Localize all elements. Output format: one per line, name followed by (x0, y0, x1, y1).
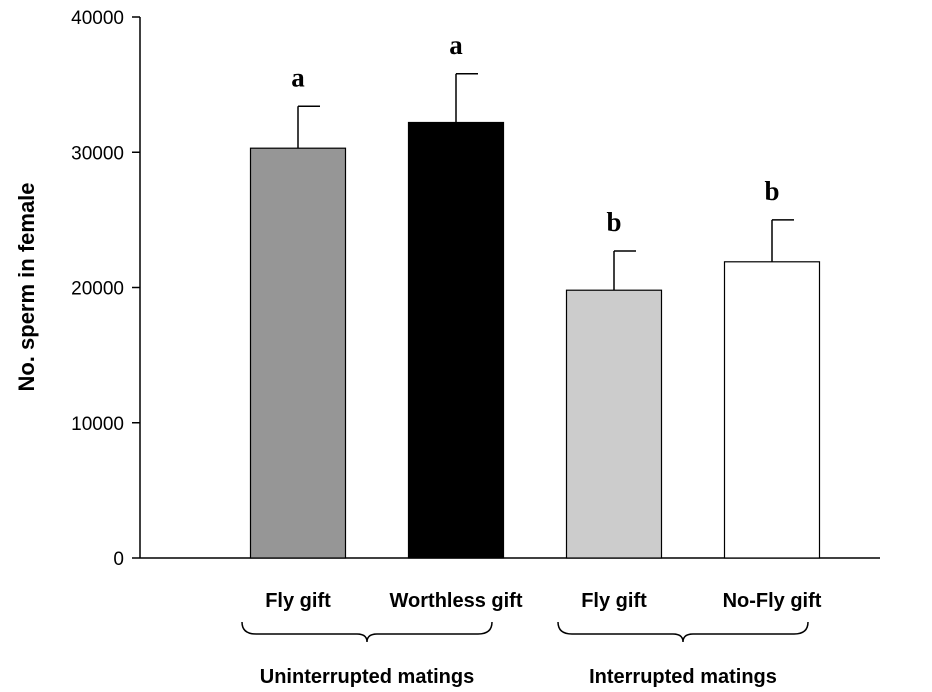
significance-letter: a (449, 30, 463, 60)
category-label: Fly gift (581, 590, 647, 612)
significance-letter: b (764, 176, 779, 206)
significance-letter: b (606, 207, 621, 237)
y-tick-label: 10000 (71, 414, 124, 435)
category-label: No-Fly gift (723, 590, 822, 612)
significance-letters: a a b b (291, 30, 779, 237)
bar (407, 121, 505, 559)
y-tick-label: 40000 (71, 8, 124, 29)
y-tick-label: 30000 (71, 143, 124, 164)
group-bracket (557, 621, 809, 643)
y-tick-label: 0 (113, 549, 124, 570)
group-label: Interrupted matings (589, 666, 777, 688)
group-label: Uninterrupted matings (260, 666, 474, 688)
y-tick-label: 20000 (71, 279, 124, 300)
group-brackets: Uninterrupted matings Interrupted matings (241, 621, 809, 688)
bar (723, 261, 821, 559)
group-bracket (241, 621, 493, 643)
category-label: Fly gift (265, 590, 331, 612)
bars (249, 121, 821, 559)
bar (565, 289, 663, 559)
category-labels: Fly gift Worthless gift Fly gift No-Fly gif… (265, 590, 822, 612)
bar (249, 147, 347, 559)
significance-letter: a (291, 62, 305, 92)
error-bars (297, 73, 794, 291)
category-label: Worthless gift (390, 590, 523, 612)
axes: 0 10000 20000 30000 40000 (71, 8, 880, 570)
y-axis-title: No. sperm in female (14, 182, 39, 391)
